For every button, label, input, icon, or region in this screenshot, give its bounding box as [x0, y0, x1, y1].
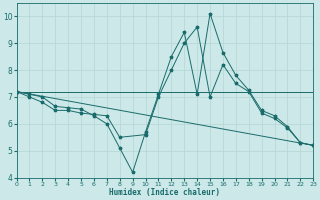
- X-axis label: Humidex (Indice chaleur): Humidex (Indice chaleur): [109, 188, 220, 197]
